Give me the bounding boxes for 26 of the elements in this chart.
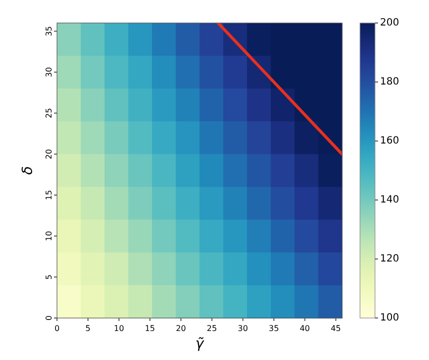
color-bar-label: 180 bbox=[380, 76, 400, 88]
x-tick-label: 10 bbox=[114, 324, 124, 333]
x-tick-label: 5 bbox=[85, 324, 91, 333]
y-tick-label: 10 bbox=[44, 230, 54, 242]
x-axis-title: γ̃ bbox=[195, 336, 204, 352]
y-tick-label: 5 bbox=[44, 274, 54, 280]
y-tick-label: 20 bbox=[44, 149, 54, 160]
x-tick-label: 20 bbox=[176, 324, 186, 333]
y-axis-title: δ bbox=[20, 166, 36, 175]
x-tick-label: 45 bbox=[330, 324, 341, 333]
y-tick-label: 0 bbox=[44, 315, 54, 321]
x-tick-label: 25 bbox=[206, 324, 217, 333]
color-bar-label: 160 bbox=[380, 136, 400, 146]
y-tick-label: 25 bbox=[44, 108, 54, 118]
y-tick-label: 35 bbox=[44, 26, 54, 36]
x-tick-label: 0 bbox=[54, 324, 60, 333]
color-bar-label: 100 bbox=[380, 312, 400, 324]
x-tick-label: 35 bbox=[268, 324, 279, 333]
x-tick-label: 30 bbox=[238, 324, 248, 333]
color-bar-label: 120 bbox=[380, 254, 400, 264]
x-tick-label: 40 bbox=[300, 324, 310, 333]
y-tick-label: 30 bbox=[44, 67, 54, 78]
y-tick-label: 15 bbox=[44, 190, 54, 200]
x-tick-label: 15 bbox=[144, 324, 156, 333]
color-bar-label: 140 bbox=[380, 194, 400, 206]
color-bar-label: 200 bbox=[380, 18, 400, 28]
